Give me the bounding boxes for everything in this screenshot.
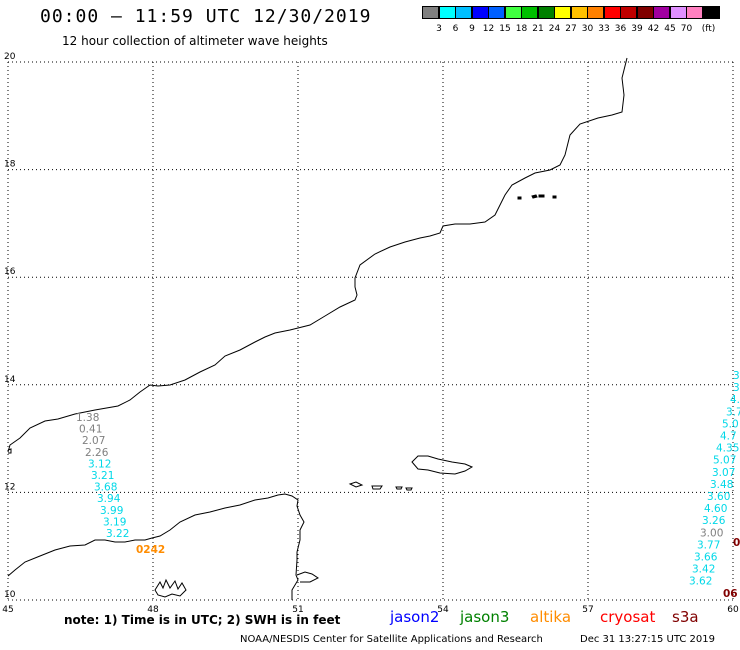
swh-value-label: 3.68 <box>94 482 117 494</box>
swh-value-label: 3.12 <box>88 458 111 470</box>
satellite-legend-entry: s3a <box>672 608 699 626</box>
latitude-tick-label: 16 <box>4 267 16 277</box>
coastal-squiggle <box>154 578 187 598</box>
color-scale-label: 42 <box>647 24 660 34</box>
color-scale-label: 18 <box>515 24 528 34</box>
latitude-tick-label: 12 <box>4 482 15 492</box>
color-scale-label: 3 <box>436 24 442 34</box>
longitude-tick-label: 45 <box>2 605 13 615</box>
island-5 <box>517 196 522 200</box>
color-scale-swatch <box>702 6 720 19</box>
island-6 <box>531 194 538 199</box>
latitude-tick-label: 20 <box>4 52 16 62</box>
latitude-tick-label: 18 <box>4 160 16 170</box>
socotra-island <box>411 455 474 475</box>
swh-value-label: 3.07 <box>712 467 735 479</box>
swh-value-label: 2.07 <box>82 435 105 447</box>
swh-value-label: 3.66 <box>694 552 718 564</box>
generation-timestamp: Dec 31 13:27:15 UTC 2019 <box>580 634 715 645</box>
swh-value-label: 3.19 <box>103 516 126 528</box>
swh-value-label: 5.0 <box>722 418 739 430</box>
longitude-tick-label: 57 <box>582 605 593 615</box>
coastline-peninsula <box>296 571 319 583</box>
latitude-tick-label: 10 <box>4 590 16 600</box>
color-scale-label: 30 <box>581 24 594 34</box>
swh-value-label: 2.26 <box>85 447 109 459</box>
island-2 <box>371 485 383 490</box>
swh-value-label: 3 <box>733 370 740 382</box>
longitude-tick-label: 48 <box>147 605 159 615</box>
swh-value-label: 3.60 <box>707 491 730 503</box>
swh-value-label: 3.94 <box>97 493 121 505</box>
color-scale-label: 21 <box>532 24 544 34</box>
color-scale-label: 6 <box>452 24 459 34</box>
swh-value-label: 3.77 <box>697 539 720 551</box>
satellite-legend-entry: altika <box>530 608 572 626</box>
color-scale-label: 9 <box>469 24 475 34</box>
longitude-tick-label: 60 <box>727 605 739 615</box>
coastline <box>7 57 628 600</box>
swh-value-label: 0.41 <box>79 424 102 436</box>
axis-tick-labels: 45 48 51 54 57 60 20 18 16 14 12 10 <box>2 52 739 615</box>
swh-value-label: 4.60 <box>704 503 727 515</box>
latitude-tick-label: 14 <box>4 375 16 385</box>
swh-value-label: 4. <box>730 394 740 406</box>
color-scale-label: 70 <box>680 24 693 34</box>
left-track-labels: 1.380.412.072.263.123.213.683.943.993.19… <box>76 412 165 556</box>
swh-value-label: 3. <box>733 382 740 394</box>
units-note: note: 1) Time is in UTC; 2) SWH is in fe… <box>64 613 341 627</box>
map-title: 00:00 – 11:59 UTC 12/30/2019 <box>40 6 372 27</box>
swh-value-label: 4.35 <box>716 443 739 455</box>
color-scale-label: 36 <box>614 24 627 34</box>
pass-time-label: 06 <box>723 588 738 600</box>
map-subtitle: 12 hour collection of altimeter wave hei… <box>62 34 328 48</box>
swh-value-label: 5.07 <box>713 455 736 467</box>
island-8 <box>552 195 557 199</box>
color-scale-label: 24 <box>548 24 561 34</box>
color-scale-label: 45 <box>664 24 676 34</box>
swh-value-label: 3.48 <box>710 479 733 491</box>
satellite-legend-entry: jason3 <box>460 608 510 626</box>
island-3 <box>395 486 403 490</box>
coastline-main <box>7 57 628 453</box>
island-1 <box>348 481 364 488</box>
swh-value-label: 1.38 <box>76 412 99 424</box>
swh-value-label: 3.00 <box>700 527 723 539</box>
right-track-labels: 33.4.3.75.04.74.355.073.073.483.604.603.… <box>689 370 740 600</box>
color-scale-label: 12 <box>482 24 495 34</box>
color-scale-label: 27 <box>565 24 577 34</box>
island-left <box>7 448 12 454</box>
satellite-legend-entry: jason2 <box>390 608 440 626</box>
longitude-tick-label: 54 <box>437 605 449 615</box>
swh-value-label: 3.62 <box>689 576 712 588</box>
island-7 <box>538 194 545 198</box>
pass-time-label: 0 <box>733 537 740 549</box>
satellite-legend-entry: cryosat <box>600 608 656 626</box>
color-scale-label: 39 <box>631 24 643 34</box>
island-4 <box>405 487 413 491</box>
swh-value-label: 3.99 <box>100 505 123 517</box>
coastline-south <box>7 493 305 600</box>
longitude-tick-label: 51 <box>292 605 303 615</box>
swh-value-label: 3.22 <box>106 528 129 540</box>
color-scale-label: 15 <box>499 24 511 34</box>
color-scale-unit: (ft) <box>701 24 716 34</box>
color-scale-label: 33 <box>598 24 610 34</box>
swh-value-label: 3.21 <box>91 470 114 482</box>
swh-value-label: 3.42 <box>692 564 715 576</box>
swh-value-label: 3.7 <box>726 406 740 418</box>
credit-text: NOAA/NESDIS Center for Satellite Applica… <box>240 634 543 645</box>
pass-time-label: 0242 <box>136 544 165 556</box>
swh-value-label: 3.26 <box>702 515 726 527</box>
swh-value-label: 4.7 <box>720 431 737 443</box>
